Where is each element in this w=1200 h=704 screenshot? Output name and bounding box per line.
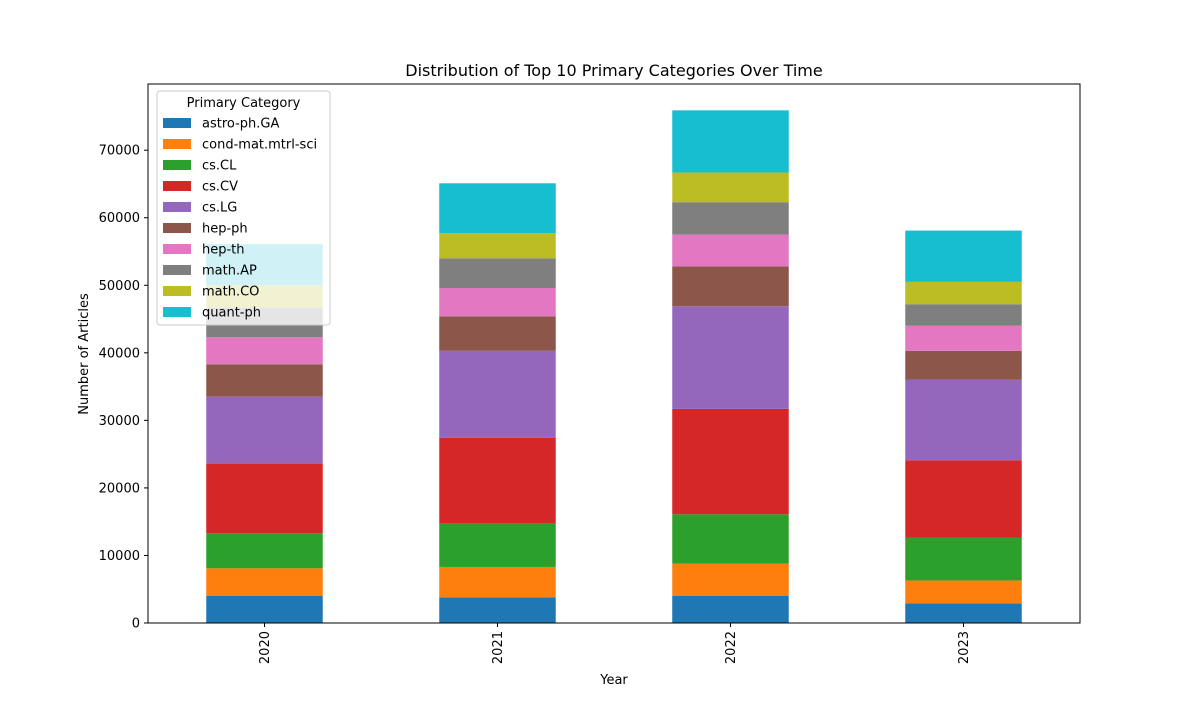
bar-segment — [672, 408, 789, 515]
bar-segment — [672, 172, 789, 203]
legend-title: Primary Category — [187, 96, 301, 111]
bars-layer — [206, 110, 1022, 623]
bar-segment — [672, 234, 789, 267]
chart-title: Distribution of Top 10 Primary Categorie… — [405, 61, 822, 80]
bar-segment — [905, 580, 1022, 604]
bar-segment — [439, 287, 556, 317]
legend-label: cond-mat.mtrl-sci — [202, 138, 317, 153]
bar-segment — [672, 202, 789, 235]
legend-label: cs.LG — [202, 201, 237, 216]
legend-swatch — [163, 307, 191, 317]
bar-segment — [439, 523, 556, 567]
bar-segment — [905, 379, 1022, 461]
bar-segment — [672, 306, 789, 409]
legend-label: hep-ph — [202, 222, 248, 237]
bar-segment — [905, 304, 1022, 326]
bar-segment — [439, 437, 556, 524]
legend-swatch — [163, 139, 191, 149]
y-tick-label: 30000 — [99, 414, 140, 429]
y-tick-label: 50000 — [99, 279, 140, 294]
y-tick-label: 10000 — [99, 549, 140, 564]
legend-swatch — [163, 202, 191, 212]
bar-segment — [439, 233, 556, 259]
bar-segment — [439, 597, 556, 623]
axes-layer: 0 10000 20000 30000 40000 50000 60000 70000 2020… — [99, 83, 1081, 664]
bar-segment — [672, 563, 789, 596]
legend-label: math.AP — [202, 264, 257, 279]
bar-segment — [672, 110, 789, 173]
bar-segment — [206, 396, 323, 464]
legend-swatch — [163, 181, 191, 191]
legend-swatch — [163, 223, 191, 233]
bar-segment — [905, 350, 1022, 380]
bar-segment — [905, 281, 1022, 305]
bar-segment — [672, 595, 789, 623]
bar-segment — [672, 514, 789, 564]
legend-swatch — [163, 244, 191, 254]
x-tick-label: 2020 — [258, 631, 273, 664]
x-axis-label: Year — [599, 673, 628, 688]
bar-segment — [905, 230, 1022, 282]
legend-label: astro-ph.GA — [202, 117, 279, 132]
legend-label: hep-th — [202, 243, 245, 258]
bar-segment — [672, 266, 789, 307]
y-tick-label: 0 — [132, 617, 140, 632]
y-axis-label: Number of Articles — [77, 293, 92, 415]
y-tick-label: 40000 — [99, 346, 140, 361]
bar-segment — [206, 595, 323, 623]
y-tick-label: 70000 — [99, 144, 140, 159]
bar-segment — [206, 364, 323, 397]
y-tick-label: 20000 — [99, 481, 140, 496]
legend-label: math.CO — [202, 285, 259, 300]
legend-swatch — [163, 118, 191, 128]
legend-swatch — [163, 265, 191, 275]
bar-segment — [206, 337, 323, 365]
legend: Primary Category astro-ph.GA cond-mat.mtrl… — [156, 90, 331, 326]
legend-label: quant-ph — [202, 306, 261, 321]
bar-segment — [439, 258, 556, 288]
bar-segment — [206, 533, 323, 569]
legend-label: cs.CV — [202, 180, 238, 195]
legend-label: cs.CL — [202, 159, 237, 174]
x-tick-label: 2023 — [957, 631, 972, 664]
y-tick-label: 60000 — [99, 211, 140, 226]
plot-frame — [147, 83, 1081, 624]
x-tick-label: 2021 — [491, 631, 506, 664]
bar-segment — [439, 316, 556, 351]
bar-segment — [905, 537, 1022, 581]
bar-segment — [439, 350, 556, 438]
bar-segment — [905, 603, 1022, 623]
legend-swatch — [163, 160, 191, 170]
bar-segment — [905, 325, 1022, 351]
x-tick-label: 2022 — [724, 631, 739, 664]
bar-segment — [905, 460, 1022, 538]
bar-segment — [206, 463, 323, 534]
bar-segment — [439, 183, 556, 234]
legend-box — [156, 90, 331, 326]
bar-segment — [206, 568, 323, 596]
legend-swatch — [163, 286, 191, 296]
bar-segment — [439, 566, 556, 598]
